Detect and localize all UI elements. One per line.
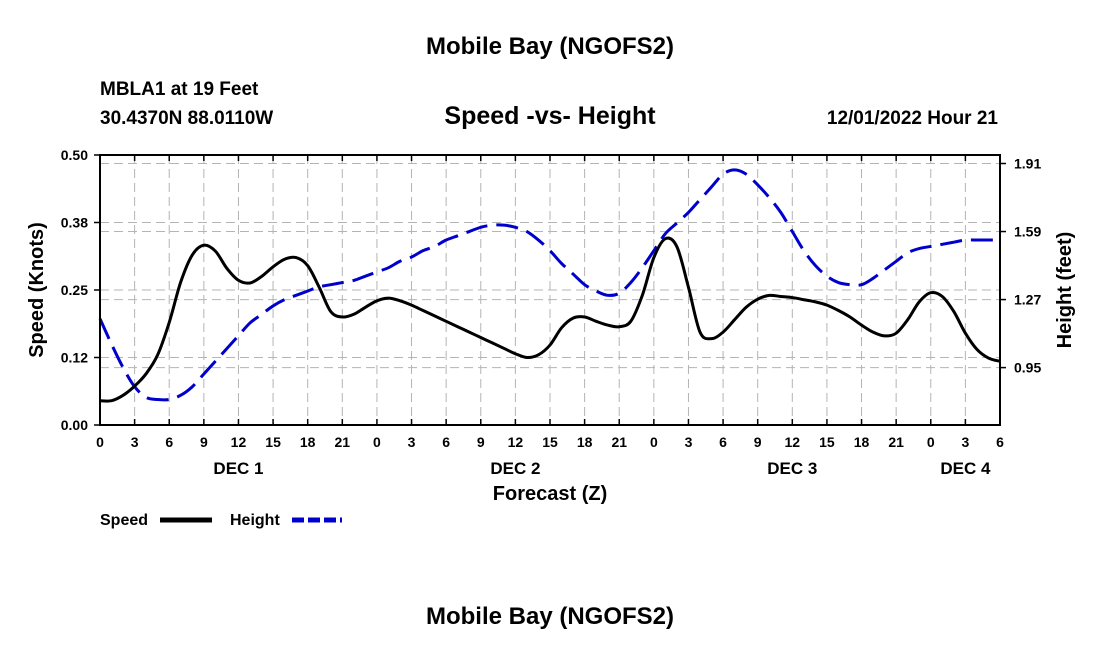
x-tick-label: 21 [611,434,627,450]
x-tick-label: 0 [927,434,935,450]
x-tick-label: 15 [265,434,281,450]
x-tick-label: 3 [131,434,139,450]
legend-height-label: Height [230,512,280,529]
footer-title: Mobile Bay (NGOFS2) [426,603,674,630]
axis-ticks: 0 3 6 9 12 15 18 21 0 3 6 9 12 15 18 21 0 3 6 9 12 15 18 21 0 3 6 0… [61,147,1042,478]
x-tick-label: 18 [300,434,316,450]
y-axis-label-right: Height (feet) [1054,232,1076,349]
x-tick-label: 9 [477,434,485,450]
y-tick-label-right: 0.95 [1014,360,1041,376]
x-axis-label: Forecast (Z) [493,483,607,505]
x-tick-label: 3 [685,434,693,450]
x-tick-label: 6 [442,434,450,450]
x-tick-label: 3 [408,434,416,450]
x-tick-label: 12 [785,434,801,450]
x-tick-label: 6 [165,434,173,450]
y-tick-label-left: 0.00 [61,417,88,433]
x-tick-label: 18 [854,434,870,450]
day-label: DEC 4 [940,459,991,478]
x-tick-label: 9 [200,434,208,450]
x-tick-label: 15 [819,434,835,450]
x-tick-label: 0 [96,434,104,450]
legend-speed-label: Speed [100,512,148,529]
x-tick-label: 6 [719,434,727,450]
x-tick-label: 21 [888,434,904,450]
station-coordinates: 30.4370N 88.0110W [100,108,273,129]
height-series-line [98,168,1000,402]
chart-main-title: Mobile Bay (NGOFS2) [426,33,674,60]
x-tick-label: 0 [650,434,658,450]
y-tick-label-left: 0.50 [61,147,88,163]
y-axis-label-left: Speed (Knots) [26,222,48,358]
x-tick-label: 0 [373,434,381,450]
x-tick-label: 12 [508,434,524,450]
forecast-timestamp: 12/01/2022 Hour 21 [827,108,999,129]
y-tick-label-left: 0.38 [61,215,88,231]
x-tick-label: 6 [996,434,1004,450]
x-tick-label: 18 [577,434,593,450]
day-label: DEC 1 [213,459,263,478]
speed-series-line [99,236,1001,403]
series-lines [98,168,1001,403]
x-tick-label: 3 [961,434,969,450]
day-label: DEC 3 [767,459,817,478]
station-name: MBLA1 at 19 Feet [100,79,259,100]
x-tick-label: 21 [335,434,351,450]
y-tick-label-left: 0.12 [61,350,88,366]
x-tick-label: 9 [754,434,762,450]
x-tick-label: 15 [542,434,558,450]
chart-subtitle: Speed -vs- Height [444,102,656,130]
y-tick-label-right: 1.91 [1014,156,1041,172]
y-tick-label-right: 1.27 [1014,292,1041,308]
day-label: DEC 2 [490,459,540,478]
y-tick-label-right: 1.59 [1014,224,1041,240]
x-tick-label: 12 [231,434,247,450]
y-tick-label-left: 0.25 [61,282,88,298]
grid [100,155,1000,425]
